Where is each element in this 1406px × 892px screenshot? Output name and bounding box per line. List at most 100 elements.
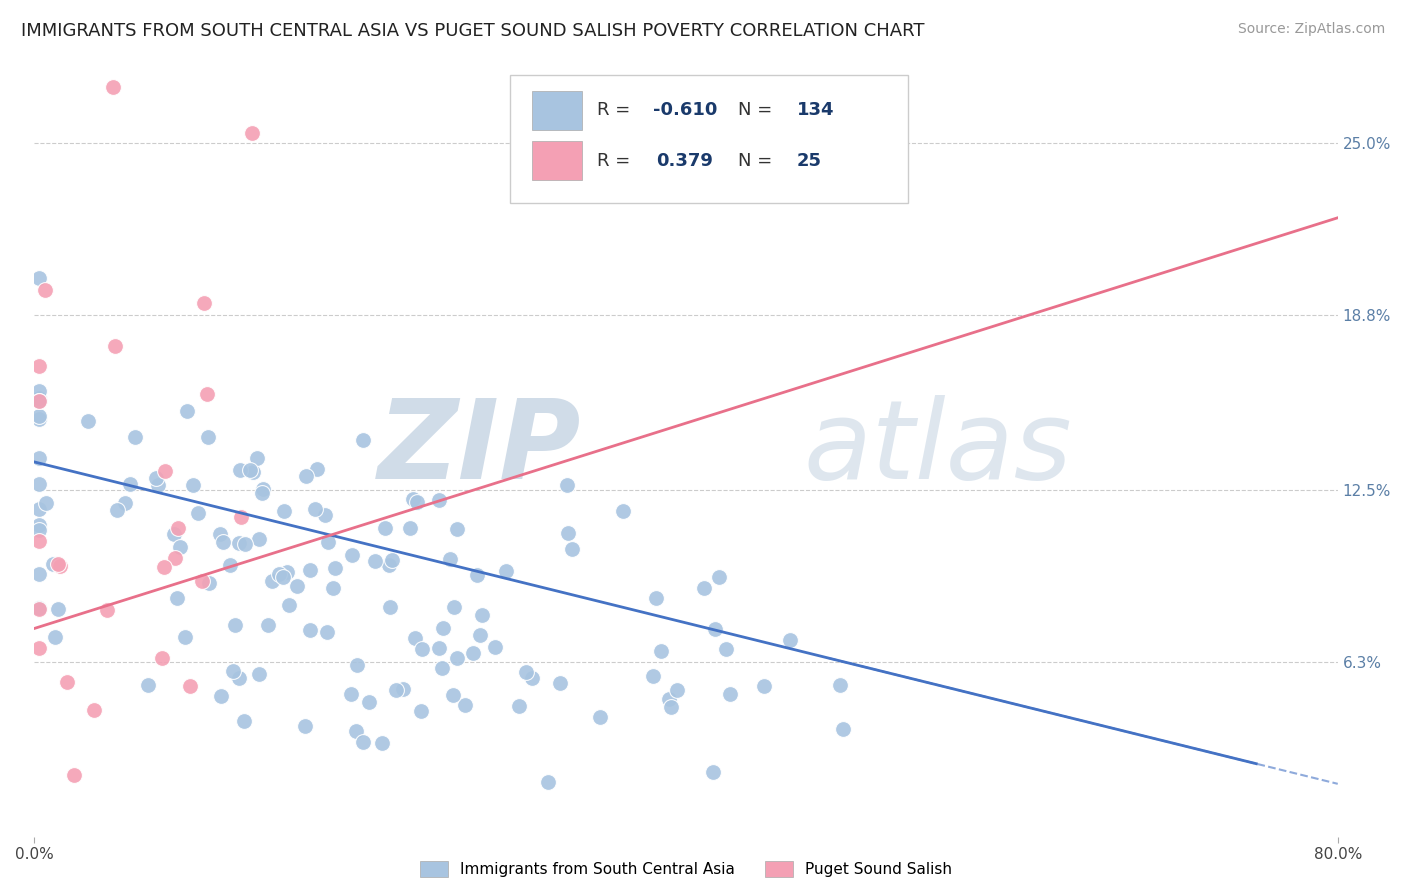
Point <box>28 391 51 405</box>
Point <box>114 496 136 510</box>
Point <box>359 695 381 709</box>
Point <box>28 523 51 537</box>
Point <box>34 284 56 298</box>
Point <box>432 621 454 635</box>
Point <box>228 536 250 550</box>
Point <box>228 671 250 685</box>
Point <box>344 723 367 738</box>
Point <box>536 775 558 789</box>
Point <box>299 563 322 577</box>
Point <box>402 492 425 507</box>
Point <box>246 450 269 465</box>
Point <box>169 540 191 554</box>
Point <box>191 574 214 588</box>
Point <box>430 661 453 675</box>
Point <box>195 386 218 401</box>
Text: Source: ZipAtlas.com: Source: ZipAtlas.com <box>1237 22 1385 37</box>
Point <box>612 504 634 518</box>
Point <box>287 579 309 593</box>
Point <box>124 430 146 444</box>
Bar <box>533 91 582 129</box>
Point <box>269 566 291 581</box>
Point <box>307 462 329 476</box>
Point <box>148 478 170 492</box>
Point <box>273 504 295 518</box>
Point <box>145 471 167 485</box>
Point <box>465 568 488 582</box>
Point <box>187 506 209 520</box>
Point <box>830 678 852 692</box>
Point <box>221 665 243 679</box>
Point <box>378 558 401 573</box>
Text: 0.379: 0.379 <box>657 152 713 169</box>
Point <box>453 698 475 713</box>
Point <box>136 678 159 692</box>
Point <box>352 735 374 749</box>
Point <box>35 495 58 509</box>
Point <box>247 667 270 681</box>
Point <box>589 710 612 724</box>
Point <box>409 704 432 718</box>
Point <box>28 476 51 491</box>
FancyBboxPatch shape <box>510 75 908 203</box>
Point <box>406 495 429 509</box>
Point <box>247 532 270 546</box>
Point <box>658 692 681 706</box>
Text: IMMIGRANTS FROM SOUTH CENTRAL ASIA VS PUGET SOUND SALISH POVERTY CORRELATION CHA: IMMIGRANTS FROM SOUTH CENTRAL ASIA VS PU… <box>21 22 925 40</box>
Point <box>193 296 215 310</box>
Point <box>239 462 262 476</box>
Point <box>150 651 173 665</box>
Point <box>101 80 124 95</box>
Point <box>371 736 394 750</box>
Point <box>392 682 415 697</box>
Point <box>231 509 253 524</box>
Point <box>399 521 422 535</box>
Point <box>779 633 801 648</box>
Point <box>548 675 571 690</box>
Point <box>380 599 402 614</box>
Point <box>520 672 543 686</box>
Point <box>277 598 299 612</box>
Point <box>299 623 322 637</box>
Point <box>28 393 51 408</box>
Text: ZIP: ZIP <box>378 394 582 501</box>
Point <box>446 651 468 665</box>
Point <box>650 644 672 658</box>
Text: atlas: atlas <box>803 394 1071 501</box>
Point <box>28 384 51 399</box>
Point <box>233 537 256 551</box>
Point <box>208 527 231 541</box>
Point <box>63 768 86 782</box>
Point <box>28 566 51 581</box>
Point <box>262 574 284 588</box>
Point <box>385 683 408 698</box>
Point <box>257 618 280 632</box>
Point <box>446 522 468 536</box>
Point <box>120 477 142 491</box>
Point <box>181 478 204 492</box>
Point <box>716 641 738 656</box>
Point <box>295 469 318 483</box>
Point <box>242 465 264 479</box>
Point <box>163 551 186 566</box>
Point <box>28 271 51 285</box>
Point <box>48 557 70 571</box>
Point <box>224 617 246 632</box>
Point <box>103 339 125 353</box>
Point <box>441 688 464 702</box>
Point <box>471 607 494 622</box>
Point <box>28 533 51 548</box>
Point <box>323 560 346 574</box>
Point <box>174 630 197 644</box>
Point <box>411 642 433 657</box>
Point <box>179 679 201 693</box>
Point <box>28 411 51 425</box>
Point <box>44 630 66 644</box>
Point <box>316 625 339 640</box>
Text: 25: 25 <box>797 152 823 169</box>
Point <box>832 722 855 736</box>
Point <box>28 518 51 533</box>
Point <box>166 591 188 606</box>
Point <box>665 682 688 697</box>
Point <box>644 591 666 605</box>
